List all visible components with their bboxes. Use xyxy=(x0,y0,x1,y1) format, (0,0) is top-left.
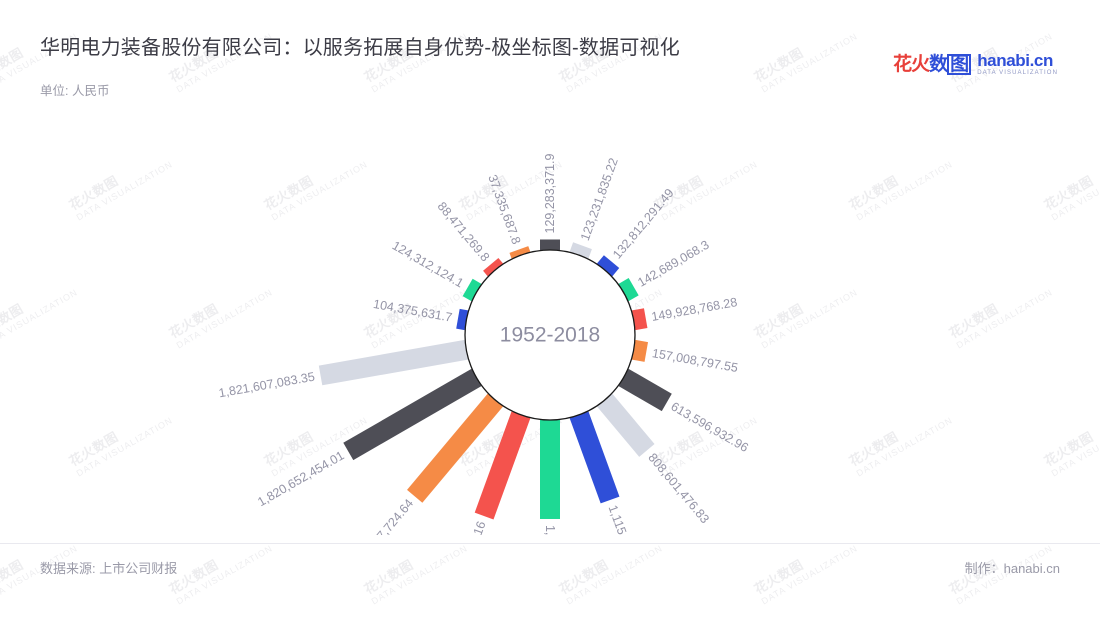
polar-bar[interactable] xyxy=(343,368,482,461)
polar-chart-svg: 129,283,371.9 123,231,835.22132,812,291.4… xyxy=(218,154,751,535)
polar-bar[interactable] xyxy=(509,246,531,259)
bar-value-label: 88,471,269.8 xyxy=(435,199,493,264)
bar-value-label: 1,325,229,509.16 xyxy=(442,519,488,535)
logo-char-hua: 花 xyxy=(893,53,912,75)
bar-value-label: 1,544,817,724.64 xyxy=(343,496,416,535)
bar-value-label: 104,375,631.7 xyxy=(372,297,453,325)
polar-bar[interactable] xyxy=(618,278,639,302)
bar-value-label: 142,689,068.3 xyxy=(635,238,711,290)
logo-tagline: DATA VISUALIZATION xyxy=(977,70,1058,76)
bar-value-label: 1,115,061,185.77 xyxy=(606,503,652,535)
bar-value-label: 132,812,291.49 xyxy=(610,186,677,262)
polar-bar[interactable] xyxy=(596,255,620,277)
data-source-text: 数据来源: 上市公司财报 xyxy=(40,561,178,576)
bar-value-label: 1,218,341,504.3 xyxy=(543,525,557,535)
bar-value-label: 613,596,932.96 xyxy=(668,399,750,455)
credit-text: 制作：hanabi.cn xyxy=(964,561,1060,576)
bar-value-label: 808,601,476.83 xyxy=(645,451,712,527)
page-title: 华明电力装备股份有限公司：以服务拓展自身优势-极坐标图-数据可视化 xyxy=(40,37,680,59)
logo-chinese-wordmark: 花火数图 xyxy=(893,53,972,75)
footer-divider xyxy=(0,543,1100,544)
bar-value-label: 123,231,835.22 xyxy=(578,156,621,242)
polar-bar[interactable] xyxy=(540,420,560,519)
polar-bar[interactable] xyxy=(407,393,504,503)
polar-bar[interactable] xyxy=(631,308,648,331)
hanabi-logo: 花火数图 hanabi.cn DATA VISUALIZATION xyxy=(893,52,1058,76)
polar-bar[interactable] xyxy=(318,339,469,386)
polar-bar[interactable] xyxy=(631,339,649,362)
center-range-label: 1952-2018 xyxy=(500,324,600,347)
logo-english-wordmark: hanabi.cn DATA VISUALIZATION xyxy=(977,52,1058,76)
bar-value-label: 1,820,652,454.01 xyxy=(255,448,346,509)
bar-value-label: 124,312,124.1 xyxy=(390,238,466,290)
polar-bar[interactable] xyxy=(569,242,592,259)
bar-value-label: 129,283,371.9 xyxy=(543,154,557,234)
header: 华明电力装备股份有限公司：以服务拓展自身优势-极坐标图-数据可视化 xyxy=(40,34,800,63)
polar-bar[interactable] xyxy=(569,411,620,504)
logo-char-huo: 火 xyxy=(911,53,930,75)
polar-bar[interactable] xyxy=(540,239,560,250)
polar-bar[interactable] xyxy=(618,368,672,412)
polar-bar[interactable] xyxy=(483,257,504,277)
inner-circle xyxy=(464,249,636,421)
polar-bar[interactable] xyxy=(596,393,655,457)
bar-value-label: 149,928,768.28 xyxy=(650,295,738,324)
bar-value-label: 157,008,797.55 xyxy=(651,346,739,375)
bar-value-label: 37,335,687.8 xyxy=(485,173,523,246)
chart-unit-subtitle: 单位: 人民币 xyxy=(40,84,110,98)
logo-char-tu: 图 xyxy=(947,53,972,75)
bars-group xyxy=(318,239,672,520)
logo-domain-text: hanabi.cn xyxy=(977,51,1053,70)
polar-bar[interactable] xyxy=(462,278,482,302)
bar-value-label: 1,821,607,083.35 xyxy=(218,370,316,401)
polar-bar[interactable] xyxy=(474,411,531,520)
logo-char-shu: 数 xyxy=(929,53,948,75)
polar-bar-chart: 129,283,371.9 123,231,835.22 132,812,291.4… xyxy=(0,95,1100,535)
